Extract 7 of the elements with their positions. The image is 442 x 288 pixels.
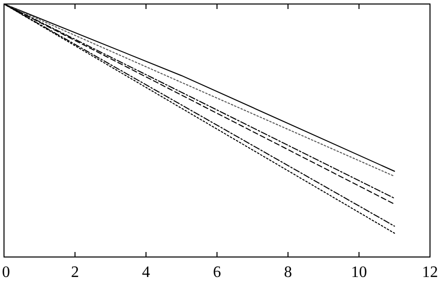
x-tick-label: 12 xyxy=(422,264,438,281)
x-tick-label: 10 xyxy=(351,264,367,281)
x-tick-label: 4 xyxy=(142,264,150,281)
x-tick-label: 6 xyxy=(213,264,221,281)
x-tick-label: 8 xyxy=(284,264,292,281)
x-tick-label: 2 xyxy=(71,264,79,281)
x-tick-label: 0 xyxy=(2,264,10,281)
